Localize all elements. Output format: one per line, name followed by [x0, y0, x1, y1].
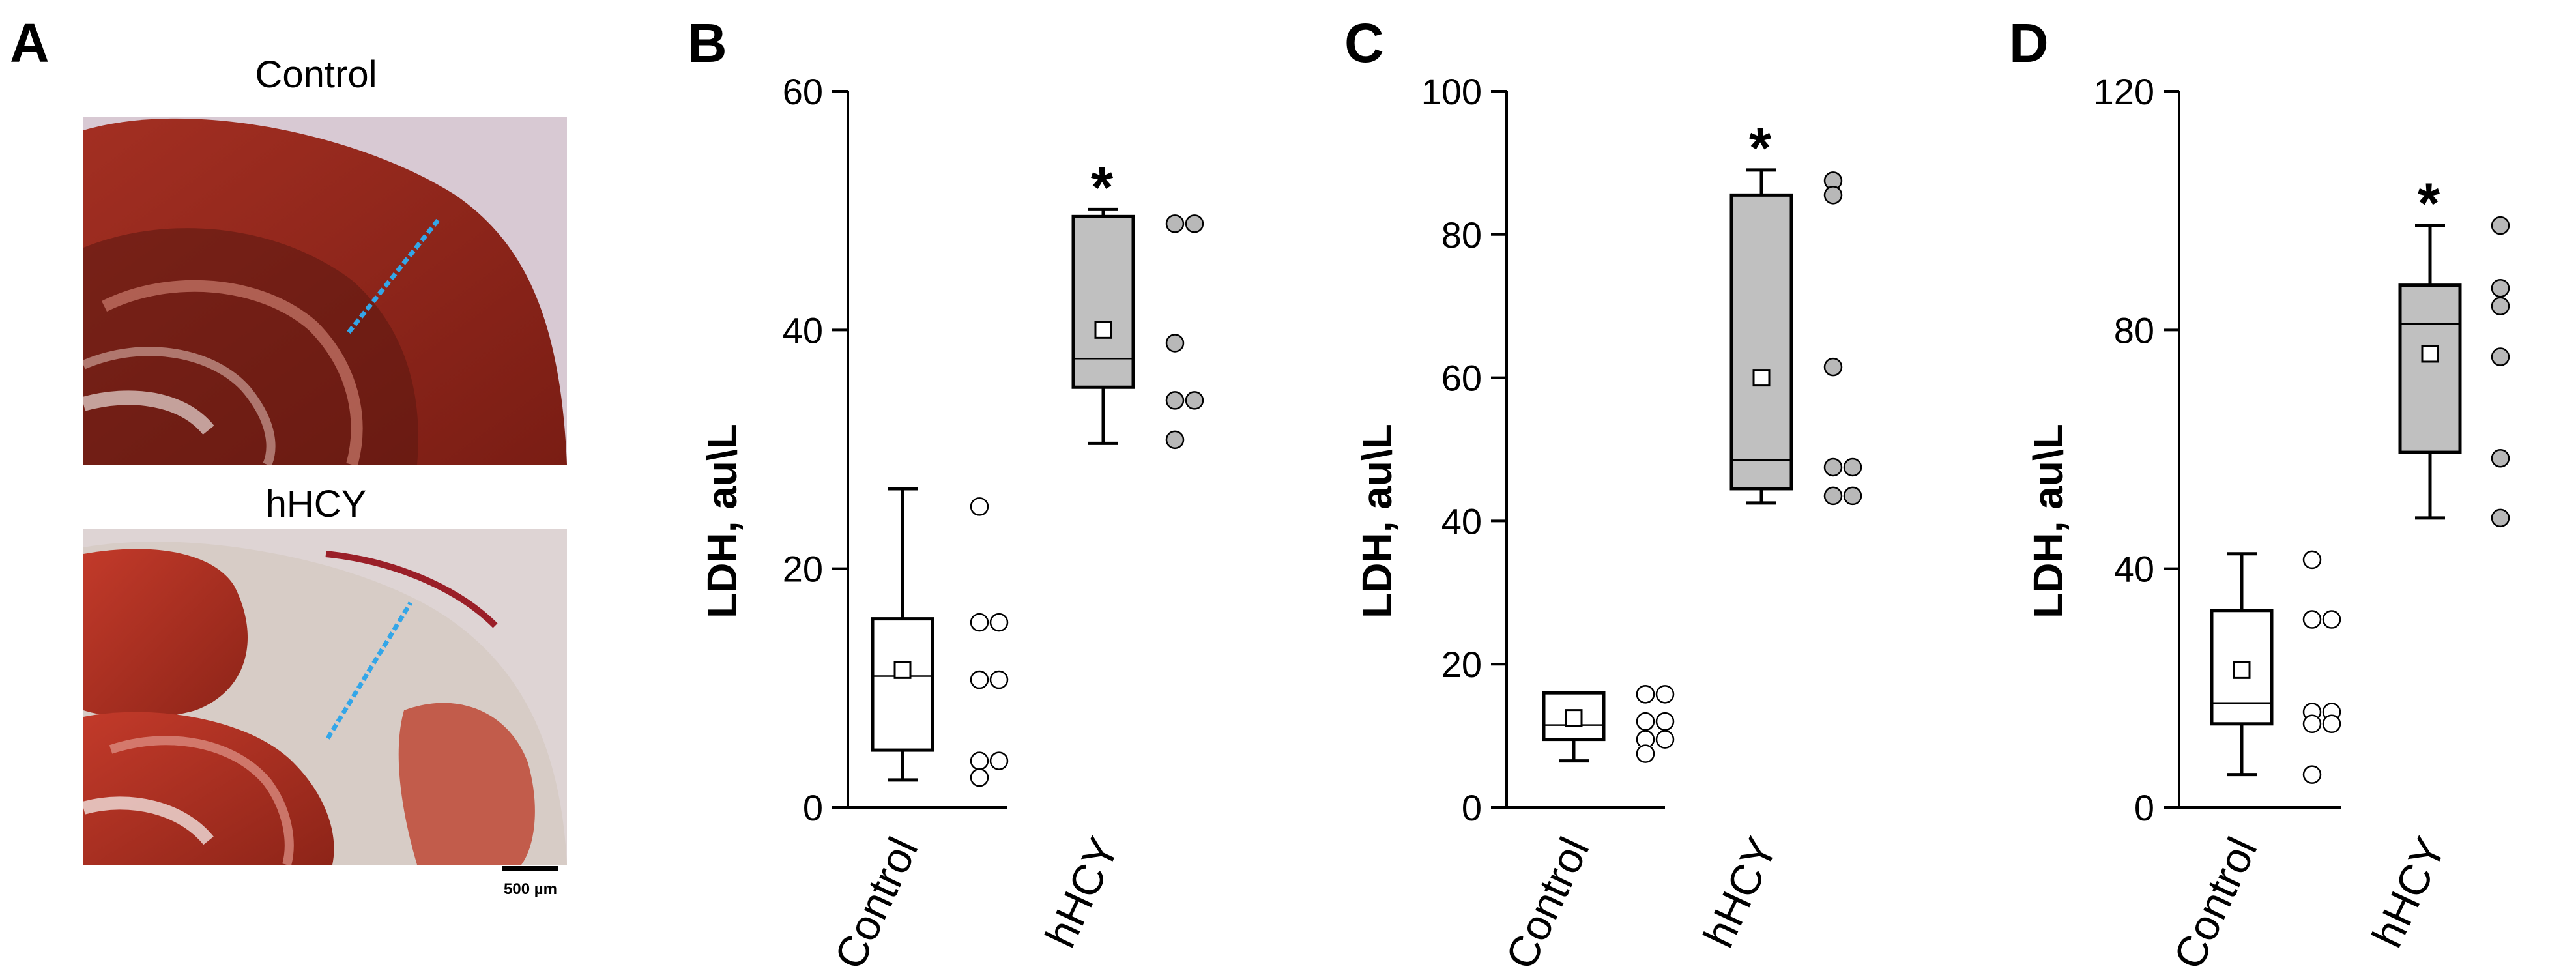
- category-label: hHCY: [2362, 830, 2454, 955]
- y-tick-label: 80: [1441, 214, 1482, 255]
- measurement-line: [347, 218, 440, 334]
- data-point: [1655, 685, 1675, 704]
- category-label: Control: [1496, 830, 1599, 971]
- panel-c-chart: C 0 20 40 60 80 100 LDH, au\L Control hHCY *: [1344, 12, 1862, 971]
- data-point: [1165, 430, 1185, 450]
- y-tick-label: 20: [1441, 644, 1482, 685]
- y-axis-title: LDH, au\L: [2025, 424, 2072, 618]
- box-plot-hhcy: [2398, 216, 2510, 528]
- data-point: [1823, 186, 1843, 205]
- y-tick-label: 40: [1441, 500, 1482, 542]
- data-point: [2491, 278, 2510, 298]
- iqr-box: [871, 617, 934, 752]
- mean-marker: [1565, 709, 1583, 727]
- data-point: [2491, 508, 2510, 528]
- y-tick-label: 120: [2094, 71, 2154, 112]
- control-brain-slice-image: [83, 117, 567, 465]
- mean-marker: [1752, 369, 1771, 387]
- data-point: [2322, 610, 2341, 629]
- y-tick-label: 0: [803, 787, 823, 828]
- box-plot-control: [1542, 685, 1675, 763]
- hhcy-image-caption: hHCY: [266, 483, 367, 525]
- data-point: [1185, 391, 1204, 410]
- data-point: [1165, 334, 1185, 353]
- significance-asterisk: *: [2418, 171, 2440, 235]
- data-point: [2302, 714, 2322, 734]
- data-point: [1843, 457, 1862, 477]
- significance-asterisk: *: [1749, 115, 1772, 180]
- panel-b-chart: B 0 20 40 60 LDH, au\L Control hHCY *: [687, 12, 1204, 971]
- y-tick-label: 100: [1421, 71, 1482, 112]
- category-label: Control: [2164, 830, 2266, 971]
- category-label: Control: [825, 830, 927, 971]
- y-tick-label: 60: [783, 71, 823, 112]
- y-tick-label: 60: [1441, 358, 1482, 399]
- data-point: [970, 497, 989, 516]
- data-point: [2491, 347, 2510, 366]
- data-point: [1636, 744, 1655, 763]
- data-point: [970, 751, 989, 770]
- control-image-caption: Control: [255, 53, 377, 96]
- data-point: [2322, 714, 2341, 734]
- y-axis-title: LDH, au\L: [1353, 424, 1400, 618]
- box-plot-hhcy: [1071, 207, 1204, 450]
- box-plot-control: [871, 487, 1009, 787]
- mean-marker: [2233, 661, 2251, 679]
- y-axis-title: LDH, au\L: [699, 424, 745, 618]
- data-point: [1185, 214, 1204, 233]
- data-point: [989, 670, 1009, 689]
- box-plot-hhcy: [1729, 168, 1862, 506]
- iqr-box: [1729, 193, 1793, 491]
- iqr-box: [2398, 283, 2462, 454]
- iqr-box: [1071, 214, 1135, 389]
- data-point: [1843, 486, 1862, 506]
- data-point: [1655, 730, 1675, 749]
- panel-letter-a: A: [10, 12, 50, 74]
- data-point: [1655, 712, 1675, 731]
- data-point: [970, 613, 989, 632]
- data-point: [1636, 712, 1655, 731]
- hhcy-brain-slice-image: [83, 529, 567, 865]
- y-tick-label: 80: [2114, 310, 2154, 351]
- data-point: [1823, 486, 1843, 506]
- data-point: [2491, 216, 2510, 235]
- y-tick-label: 0: [2134, 787, 2154, 828]
- y-tick-label: 0: [1462, 787, 1482, 828]
- panel-letter-c: C: [1344, 12, 1384, 74]
- data-point: [1823, 457, 1843, 477]
- data-point: [970, 670, 989, 689]
- data-point: [1636, 685, 1655, 704]
- data-point: [989, 613, 1009, 632]
- scale-bar-label: 500 µm: [504, 880, 557, 898]
- data-point: [2491, 448, 2510, 468]
- significance-asterisk: *: [1091, 154, 1114, 219]
- y-tick-label: 40: [783, 310, 823, 351]
- data-point: [970, 768, 989, 787]
- category-label: hHCY: [1694, 830, 1786, 955]
- data-point: [1823, 357, 1843, 377]
- data-point: [2302, 610, 2322, 629]
- category-label: hHCY: [1035, 830, 1127, 955]
- data-point: [989, 751, 1009, 770]
- panel-letter-d: D: [2009, 12, 2049, 74]
- mean-marker: [1094, 321, 1112, 339]
- data-point: [1165, 391, 1185, 410]
- box-plot-control: [2210, 550, 2341, 784]
- panel-letter-b: B: [687, 12, 727, 74]
- measurement-line: [326, 601, 412, 740]
- data-point: [2302, 550, 2322, 570]
- data-point: [1165, 214, 1185, 233]
- y-tick-label: 20: [783, 549, 823, 590]
- mean-marker: [893, 661, 912, 679]
- panel-d-chart: D 0 40 80 120 LDH, au\L Control hHCY *: [2009, 12, 2510, 971]
- data-point: [2302, 765, 2322, 784]
- mean-marker: [2421, 345, 2439, 363]
- y-tick-label: 40: [2114, 549, 2154, 590]
- data-point: [2491, 297, 2510, 315]
